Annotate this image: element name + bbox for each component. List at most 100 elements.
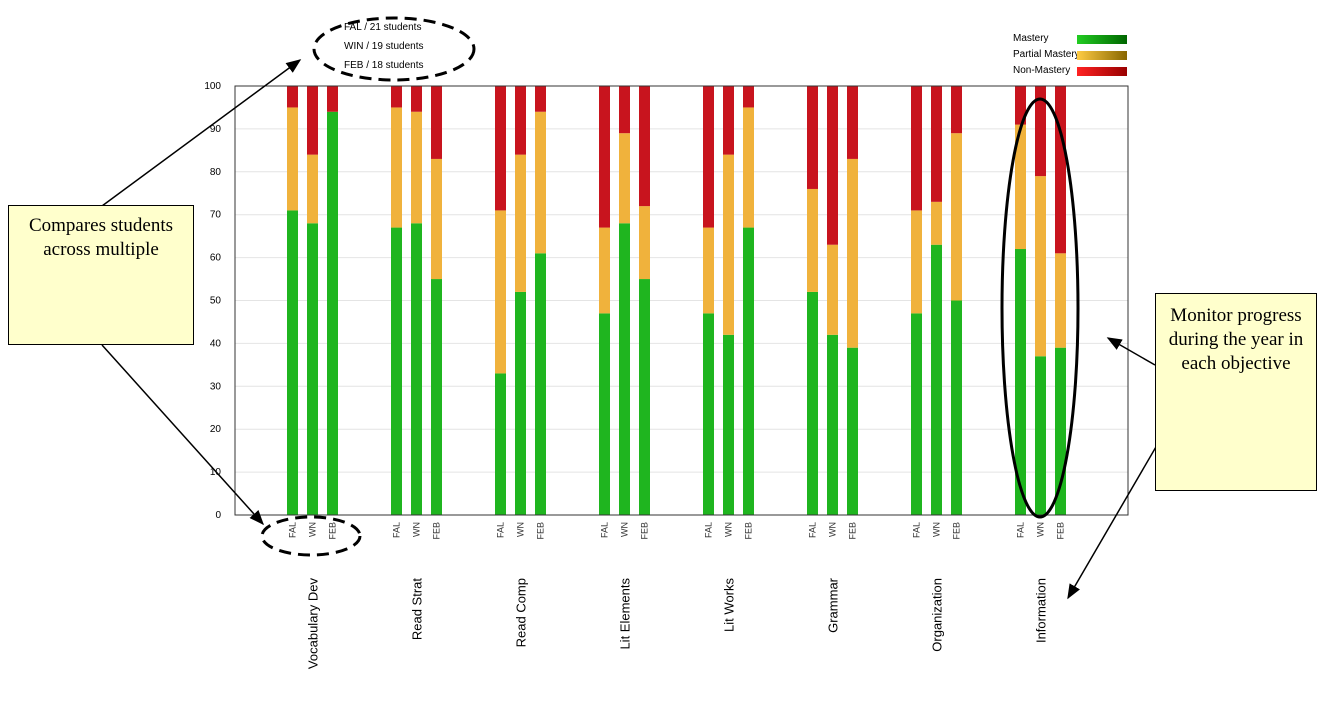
notes-ellipse (312, 16, 476, 82)
mastery-segment (703, 313, 714, 515)
partial-mastery-segment (411, 111, 422, 224)
mastery-segment (1055, 347, 1066, 515)
right-callout: Monitor progress during the year in each… (1155, 293, 1317, 491)
non-mastery-segment (703, 86, 714, 228)
partial-mastery-segment (639, 206, 650, 280)
y-tick-label: 60 (210, 253, 222, 264)
mastery-segment (911, 313, 922, 515)
partial-mastery-segment (1035, 176, 1046, 357)
bars (287, 86, 1066, 516)
category-label: Lit Works (722, 578, 737, 632)
y-tick-label: 50 (210, 296, 222, 307)
mastery-segment (1035, 356, 1046, 515)
mastery-segment (535, 253, 546, 515)
period-tick-label: WN (620, 522, 630, 537)
mastery-segment (931, 244, 942, 516)
non-mastery-segment (827, 86, 838, 245)
mastery-segment (847, 347, 858, 515)
arrow-to-notes (101, 59, 302, 207)
non-mastery-segment (327, 86, 338, 112)
partial-mastery-segment (743, 107, 754, 228)
non-mastery-segment (931, 86, 942, 202)
partial-mastery-segment (1015, 124, 1026, 250)
partial-mastery-segment (619, 133, 630, 224)
period-tick-label: WN (412, 522, 422, 537)
non-mastery-segment (515, 86, 526, 155)
non-mastery-segment (911, 86, 922, 211)
legend-label: Mastery (1013, 33, 1049, 44)
period-note: FEB / 18 students (344, 60, 424, 71)
non-mastery-segment (495, 86, 506, 211)
x-axis: FAL WN FEB Vocabulary Dev FAL WN FEB Read Strat… (288, 522, 1066, 669)
non-mastery-segment (535, 86, 546, 112)
mastery-segment (807, 291, 818, 515)
mastery-segment (951, 300, 962, 515)
category-label: Organization (930, 578, 945, 652)
partial-mastery-segment (535, 111, 546, 254)
y-tick-label: 30 (210, 381, 222, 392)
partial-mastery-segment (307, 154, 318, 224)
legend-label: Non-Mastery (1013, 65, 1070, 76)
y-tick-label: 10 (210, 467, 222, 478)
period-note: WIN / 19 students (344, 41, 423, 52)
partial-mastery-segment (807, 188, 818, 292)
mastery-segment (743, 227, 754, 515)
partial-mastery-segment (495, 210, 506, 374)
period-tick-label: WN (308, 522, 318, 537)
period-tick-label: FEB (1056, 522, 1066, 540)
mastery-segment (307, 223, 318, 515)
period-tick-label: FEB (328, 522, 338, 540)
mastery-segment (431, 279, 442, 515)
mastery-segment (827, 334, 838, 515)
partial-mastery-segment (1055, 253, 1066, 348)
non-mastery-segment (847, 86, 858, 159)
information-ellipse (1000, 97, 1080, 519)
partial-mastery-segment (431, 158, 442, 280)
category-label: Read Comp (514, 578, 529, 647)
period-tick-label: WN (828, 522, 838, 537)
period-tick-label: WN (724, 522, 734, 537)
partial-mastery-segment (515, 154, 526, 292)
non-mastery-segment (807, 86, 818, 189)
period-tick-label: FAL (1016, 522, 1026, 538)
period-tick-label: WN (516, 522, 526, 537)
legend-swatch (1077, 35, 1127, 44)
legend-swatch (1077, 67, 1127, 76)
partial-mastery-segment (847, 158, 858, 348)
partial-mastery-segment (287, 107, 298, 211)
legend: Mastery Partial Mastery Non-Mastery (1013, 33, 1127, 76)
y-tick-label: 20 (210, 424, 222, 435)
period-tick-label: WN (1036, 522, 1046, 537)
y-tick-label: 100 (204, 81, 221, 92)
partial-mastery-segment (599, 227, 610, 314)
partial-mastery-segment (951, 133, 962, 301)
period-tick-label: FEB (536, 522, 546, 540)
non-mastery-segment (1035, 86, 1046, 177)
mastery-segment (327, 111, 338, 516)
non-mastery-segment (723, 86, 734, 155)
non-mastery-segment (619, 86, 630, 134)
partial-mastery-segment (827, 244, 838, 335)
mastery-segment (619, 223, 630, 515)
non-mastery-segment (307, 86, 318, 155)
mastery-segment (411, 223, 422, 515)
arrow-to-plot (1106, 337, 1156, 366)
mastery-segment (515, 291, 526, 515)
non-mastery-segment (391, 86, 402, 108)
arrow-to-information (1067, 439, 1161, 600)
non-mastery-segment (639, 86, 650, 207)
left-callout: Compares students across multiple (8, 205, 194, 345)
non-mastery-segment (743, 86, 754, 108)
non-mastery-segment (1055, 86, 1066, 254)
non-mastery-segment (431, 86, 442, 159)
period-tick-label: FAL (600, 522, 610, 538)
period-tick-label: WN (932, 522, 942, 537)
period-tick-label: FAL (288, 522, 298, 538)
period-note: FAL / 21 students (344, 22, 421, 33)
period-notes: FAL / 21 students WIN / 19 students FEB / … (344, 22, 424, 71)
category-label: Lit Elements (618, 578, 633, 650)
mastery-segment (723, 334, 734, 515)
period-tick-label: FAL (912, 522, 922, 538)
partial-mastery-segment (723, 154, 734, 335)
